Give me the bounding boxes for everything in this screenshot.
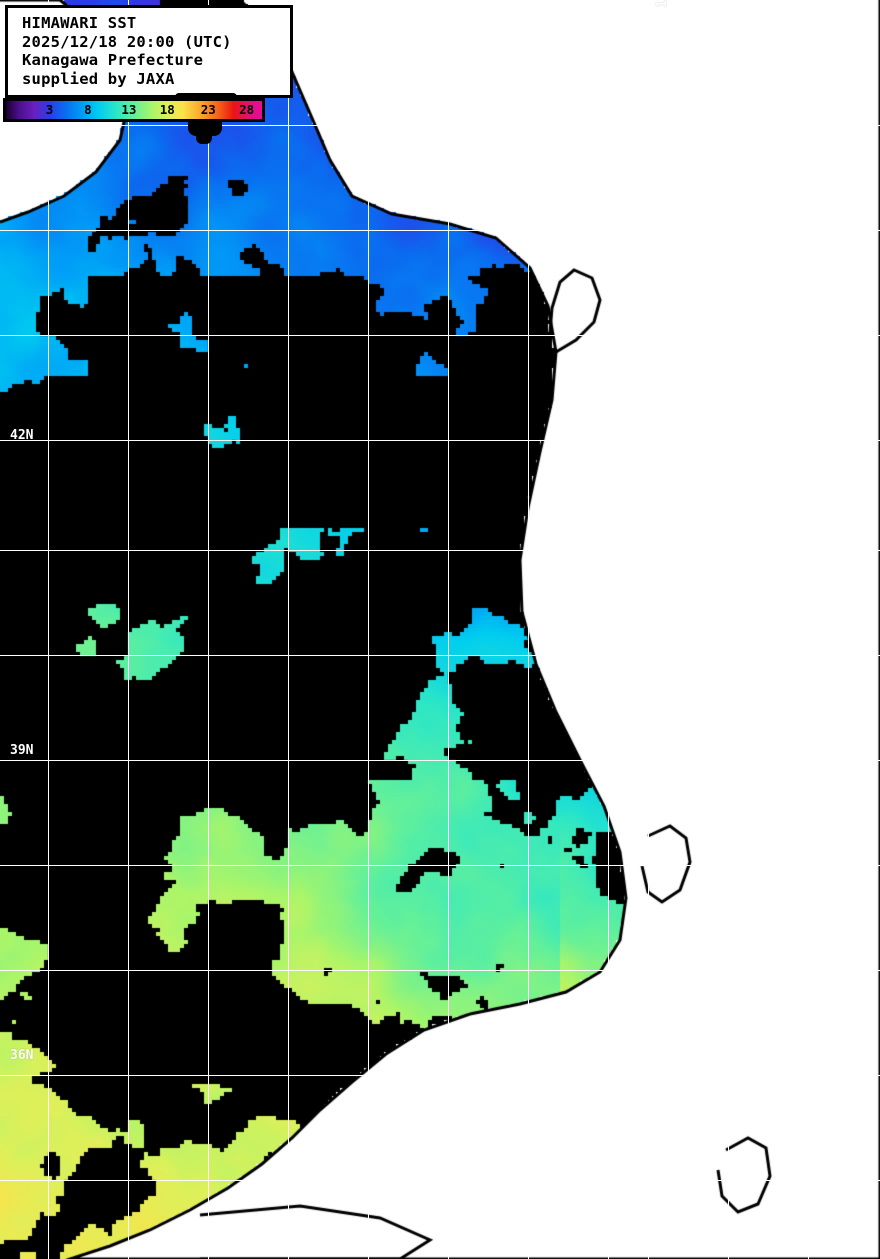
colorbar-gradient-strip	[6, 101, 262, 119]
title-box: HIMAWARI SST 2025/12/18 20:00 (UTC) Kana…	[5, 5, 293, 98]
colorbar-tick-28: 28	[239, 101, 255, 117]
product-region: Kanagawa Prefecture	[22, 51, 204, 69]
colorbar-tick-3: 3	[45, 101, 54, 117]
product-credit: supplied by JAXA	[22, 69, 175, 88]
cloud-blob-over-legend	[175, 93, 237, 101]
product-title: HIMAWARI SST	[22, 14, 137, 32]
sst-colorbar: 3 8 13 18 23 28	[3, 98, 265, 122]
cloud-blob-over-legend	[196, 132, 212, 144]
product-timestamp: 2025/12/18 20:00 (UTC)	[22, 32, 232, 51]
colorbar-tick-13: 13	[121, 101, 137, 117]
colorbar-tick-23: 23	[200, 101, 216, 117]
colorbar-tick-8: 8	[84, 101, 92, 117]
colorbar-tick-18: 18	[159, 101, 175, 117]
